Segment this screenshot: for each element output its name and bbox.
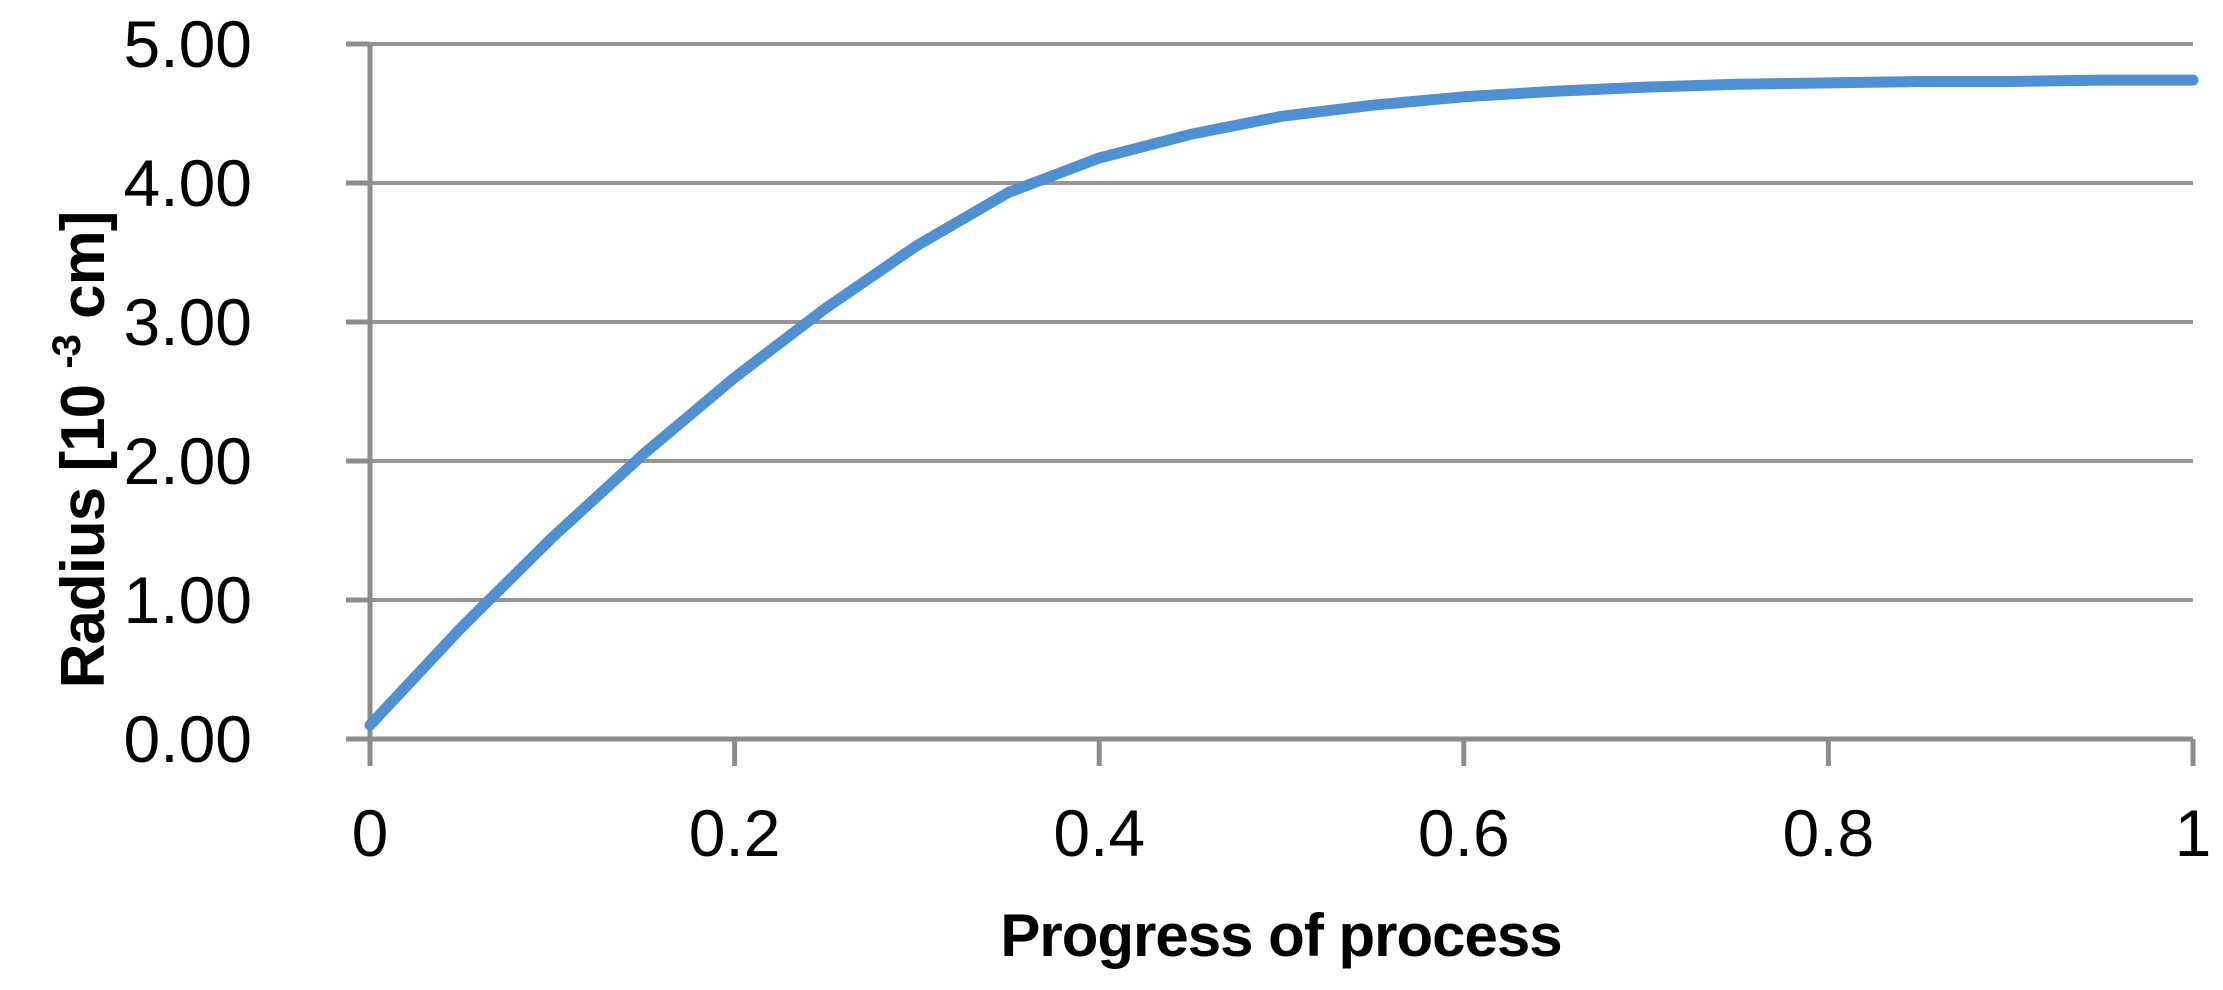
x-tick-label: 0.6: [1418, 796, 1510, 870]
x-axis-title: Progress of process: [1000, 902, 1561, 969]
y-tick-label: 4.00: [124, 146, 252, 220]
x-tick-label: 1: [2175, 796, 2212, 870]
y-axis-title-prefix: Radius [10: [49, 385, 118, 689]
x-tick-label: 0: [352, 796, 389, 870]
y-axis-title: Radius [10 -3 cm]: [25, 212, 118, 689]
y-tick-label: 2.00: [124, 424, 252, 498]
y-axis-title-superscript: -3: [45, 335, 89, 369]
y-tick-label: 1.00: [124, 563, 252, 637]
y-axis-title-suffix: cm]: [49, 212, 118, 319]
y-tick-label: 0.00: [124, 702, 252, 776]
gridlines: [370, 42, 2193, 602]
x-tick-labels: 0 0.2 0.4 0.6 0.8 1: [352, 796, 2212, 870]
x-tick-label: 0.8: [1783, 796, 1875, 870]
y-tick-label: 3.00: [124, 285, 252, 359]
y-tick-labels: 0.00 1.00 2.00 3.00 4.00 5.00: [124, 7, 252, 776]
x-tick-label: 0.2: [689, 796, 781, 870]
tick-marks: [346, 41, 2196, 766]
radius-curve: [364, 74, 2199, 731]
y-tick-label: 5.00: [124, 7, 252, 81]
x-tick-label: 0.4: [1053, 796, 1145, 870]
